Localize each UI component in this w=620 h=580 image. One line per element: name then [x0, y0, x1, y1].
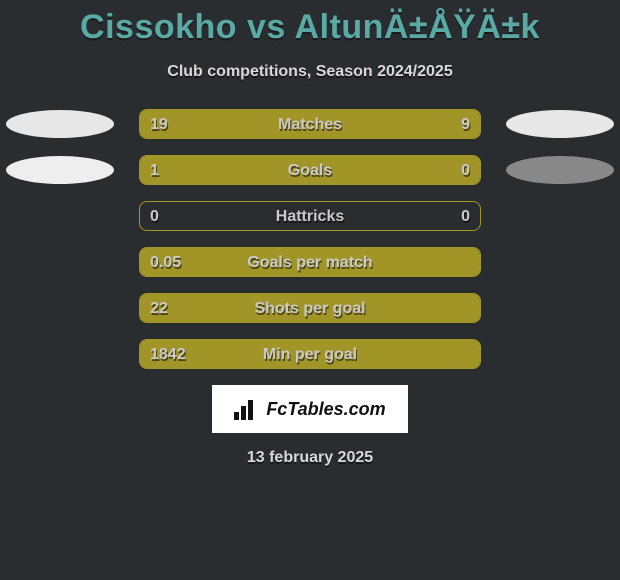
player-right-oval	[506, 156, 614, 184]
stat-row: 0.05 Goals per match	[0, 247, 620, 277]
stat-label: Goals per match	[247, 248, 372, 277]
stat-row: 1 Goals 0	[0, 155, 620, 185]
stat-row: 0 Hattricks 0	[0, 201, 620, 231]
stat-left-value: 1	[150, 156, 159, 185]
stats-area: 19 Matches 9 1 Goals 0 0 Hattricks 0 0.05 Goals pe…	[0, 109, 620, 369]
stat-right-value: 0	[461, 156, 470, 185]
player-left-oval	[6, 156, 114, 184]
stat-bar: 19 Matches 9	[139, 109, 481, 139]
page-title: Cissokho vs AltunÄ±ÅŸÄ±k	[0, 0, 620, 47]
stat-label: Goals	[288, 156, 332, 185]
player-right-oval	[506, 110, 614, 138]
stat-bar: 0.05 Goals per match	[139, 247, 481, 277]
stat-bar: 0 Hattricks 0	[139, 201, 481, 231]
stat-right-value: 9	[461, 110, 470, 139]
player-left-oval	[6, 110, 114, 138]
footer-date: 13 february 2025	[0, 449, 620, 467]
subtitle: Club competitions, Season 2024/2025	[0, 63, 620, 81]
stat-left-value: 1842	[150, 340, 186, 369]
stat-row: 1842 Min per goal	[0, 339, 620, 369]
stat-bar: 22 Shots per goal	[139, 293, 481, 323]
bar-fill-left	[140, 156, 398, 184]
stat-label: Min per goal	[263, 340, 357, 369]
stat-left-value: 0	[150, 202, 159, 231]
stat-right-value: 0	[461, 202, 470, 231]
stat-bar: 1 Goals 0	[139, 155, 481, 185]
stat-label: Hattricks	[276, 202, 344, 231]
logo-text: FcTables.com	[266, 399, 385, 420]
stat-left-value: 19	[150, 110, 168, 139]
stat-left-value: 22	[150, 294, 168, 323]
stat-row: 19 Matches 9	[0, 109, 620, 139]
logo-box[interactable]: FcTables.com	[212, 385, 408, 433]
stat-row: 22 Shots per goal	[0, 293, 620, 323]
stat-bar: 1842 Min per goal	[139, 339, 481, 369]
stat-label: Shots per goal	[254, 294, 365, 323]
barchart-icon	[234, 398, 260, 420]
stat-left-value: 0.05	[150, 248, 181, 277]
stat-label: Matches	[278, 110, 342, 139]
